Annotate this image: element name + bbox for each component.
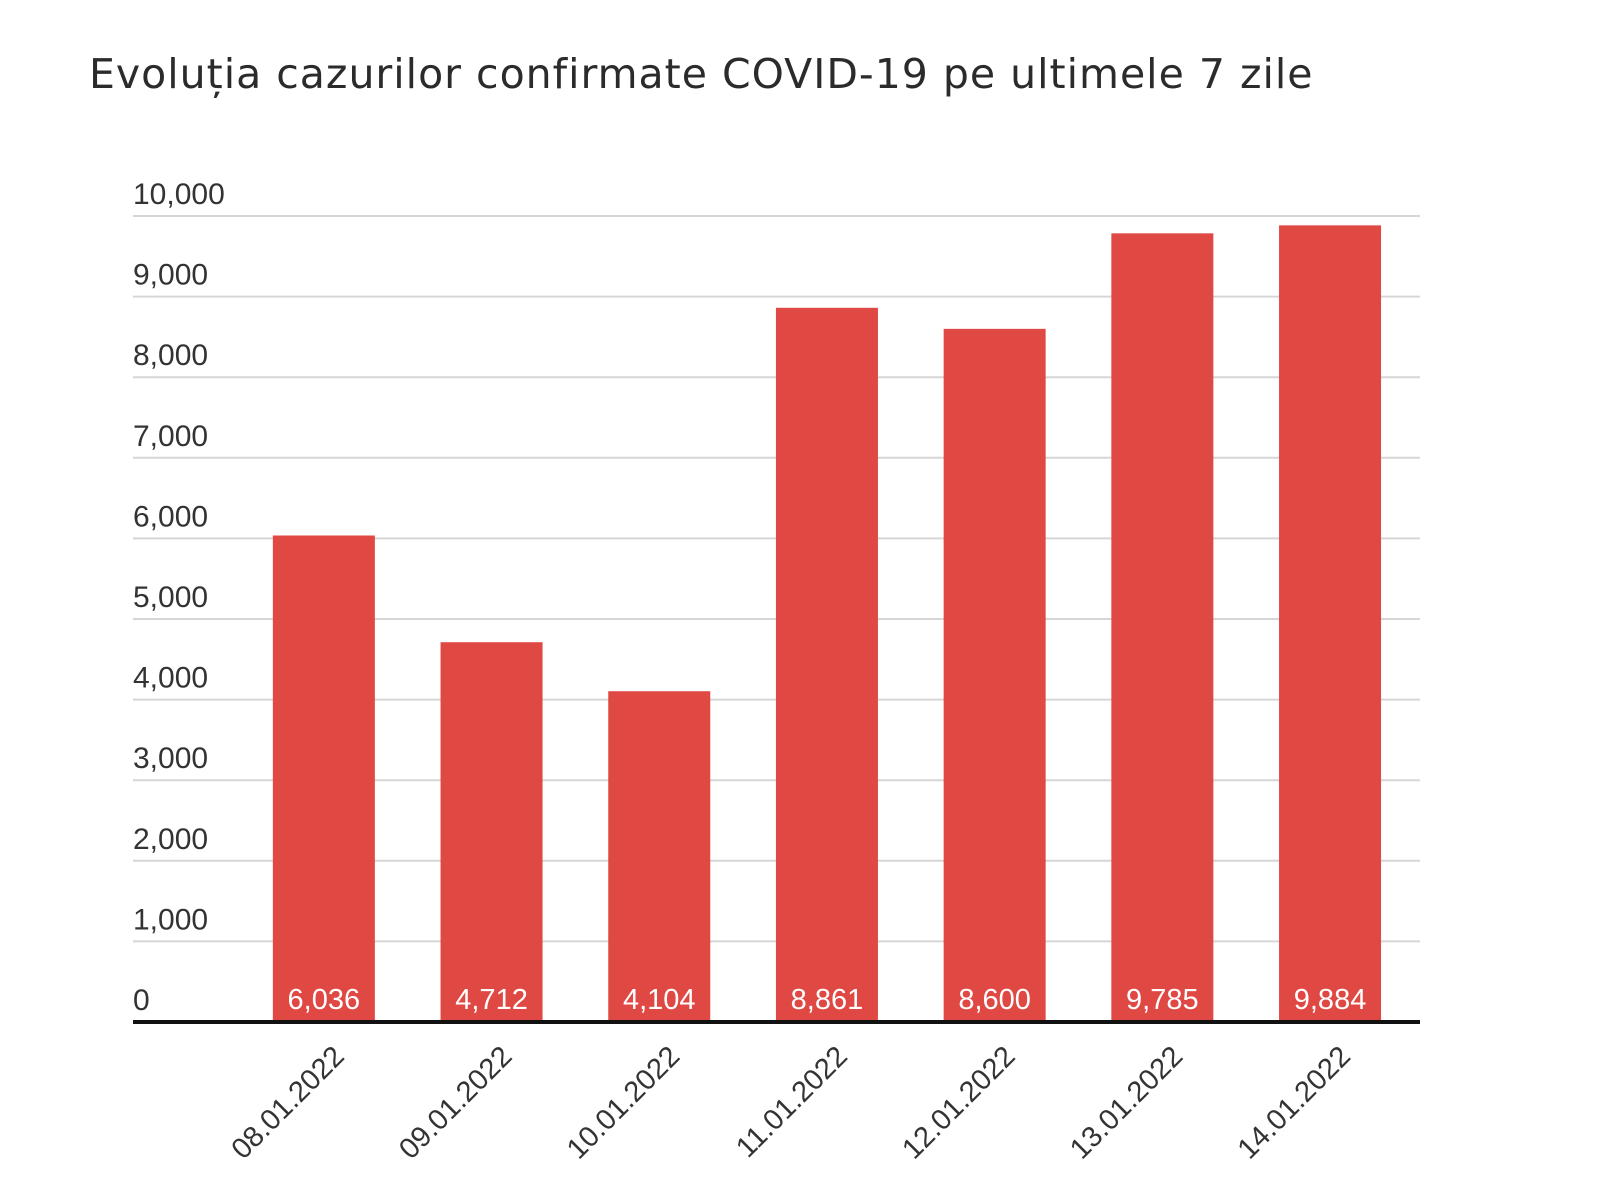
- data-label: 4,712: [455, 984, 528, 1016]
- y-tick-label: 7,000: [133, 420, 208, 453]
- data-label: 6,036: [288, 984, 361, 1016]
- x-axis-ticks: 08.01.2022 09.01.2022 10.01.2022 11.01.2022…: [226, 1040, 1357, 1165]
- y-tick-label: 3,000: [133, 742, 208, 775]
- bar: [608, 691, 711, 1022]
- bar: [440, 642, 543, 1022]
- x-tick-label: 14.01.2022: [1232, 1040, 1357, 1165]
- data-label: 9,884: [1294, 984, 1367, 1016]
- y-tick-label: 10,000: [133, 178, 225, 211]
- y-tick-label: 6,000: [133, 500, 208, 533]
- y-tick-label: 0: [133, 984, 150, 1017]
- y-tick-label: 9,000: [133, 259, 208, 292]
- bar: [272, 535, 375, 1022]
- x-tick-label: 12.01.2022: [896, 1040, 1021, 1165]
- y-tick-label: 2,000: [133, 823, 208, 856]
- y-tick-label: 8,000: [133, 339, 208, 372]
- x-tick-label: 09.01.2022: [393, 1040, 518, 1165]
- y-axis-ticks: 0 1,000 2,000 3,000 4,000 5,000 6,000 7,000 8,00…: [133, 178, 225, 1017]
- data-label: 9,785: [1126, 984, 1199, 1016]
- y-tick-label: 4,000: [133, 662, 208, 695]
- y-tick-label: 5,000: [133, 581, 208, 614]
- bar: [1279, 225, 1382, 1022]
- bars: [272, 225, 1382, 1023]
- y-tick-label: 1,000: [133, 903, 208, 936]
- data-label: 8,861: [791, 984, 864, 1016]
- bar: [775, 307, 878, 1022]
- bar: [1111, 233, 1214, 1023]
- bar: [943, 328, 1046, 1023]
- x-tick-label: 08.01.2022: [226, 1040, 351, 1165]
- data-labels: 6,036 4,712 4,104 8,861 8,600 9,785 9,884: [288, 984, 1367, 1016]
- chart-title: Evoluția cazurilor confirmate COVID-19 p…: [89, 50, 1314, 98]
- x-tick-label: 11.01.2022: [730, 1040, 854, 1164]
- data-label: 4,104: [623, 984, 696, 1016]
- data-label: 8,600: [958, 984, 1031, 1016]
- x-tick-label: 10.01.2022: [561, 1040, 686, 1165]
- x-tick-label: 13.01.2022: [1064, 1040, 1189, 1165]
